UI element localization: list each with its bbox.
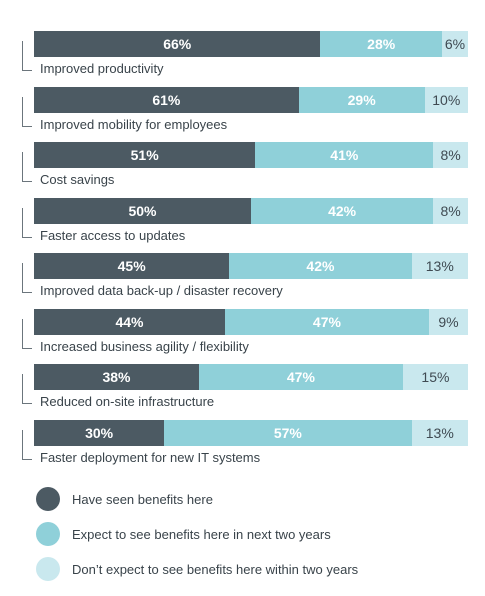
stacked-bar: 30% 57% 13%	[34, 419, 468, 446]
stacked-bar: 45% 42% 13%	[34, 253, 468, 279]
bar-segment: 38%	[34, 364, 199, 390]
bar-segment: 47%	[198, 364, 403, 390]
legend-label: Don’t expect to see benefits here within…	[72, 561, 359, 577]
bar-segment: 8%	[433, 197, 468, 224]
stacked-bar: 51% 41% 8%	[34, 142, 468, 168]
bar-segment: 29%	[298, 86, 425, 113]
label-bracket	[22, 207, 32, 238]
bar-segment: 47%	[224, 308, 429, 335]
bar-row: 45% 42% 13% Improved data back-up / disaste…	[0, 253, 485, 308]
label-bracket	[22, 263, 32, 293]
bar-segment: 57%	[164, 419, 412, 446]
bar-segment: 45%	[34, 253, 230, 279]
label-bracket	[22, 41, 32, 71]
bar-segment: 13%	[411, 419, 468, 446]
label-bracket	[22, 152, 32, 182]
bar-row: 61% 29% 10% Improved mobility for employees	[0, 86, 485, 142]
legend-swatch-icon	[36, 557, 60, 581]
bar-segment: 42%	[251, 197, 434, 224]
bar-row: 30% 57% 13% Faster deployment for new IT sy…	[0, 419, 485, 475]
stacked-bar: 66% 28% 6%	[34, 31, 468, 57]
legend-item: Don’t expect to see benefits here within…	[36, 556, 358, 582]
bar-segment: 51%	[34, 142, 256, 168]
bar-segment: 41%	[255, 142, 434, 168]
bar-segment: 9%	[428, 308, 468, 335]
chart-legend: Have seen benefits here Expect to see ben…	[36, 486, 476, 586]
bar-row: 66% 28% 6% Improved productivity	[0, 31, 485, 86]
category-label: Reduced on-site infrastructure	[40, 394, 215, 409]
stacked-bar: 44% 47% 9%	[34, 308, 468, 335]
legend-label: Have seen benefits here	[72, 491, 213, 507]
bar-segment: 30%	[34, 419, 165, 446]
bar-row: 44% 47% 9% Increased business agility / fle…	[0, 308, 485, 364]
bar-segment: 50%	[34, 197, 251, 224]
legend-swatch-icon	[36, 522, 60, 546]
legend-label: Expect to see benefits here in next two …	[72, 526, 331, 542]
bar-row: 51% 41% 8% Cost savings	[0, 142, 485, 197]
category-label: Faster access to updates	[40, 227, 186, 243]
label-bracket	[22, 96, 32, 127]
category-label: Improved productivity	[40, 61, 164, 76]
stacked-bar: 61% 29% 10%	[34, 86, 468, 113]
legend-item: Have seen benefits here	[36, 486, 213, 512]
label-bracket	[22, 374, 32, 404]
stacked-bar: 38% 47% 15%	[34, 364, 468, 390]
bar-segment: 42%	[229, 253, 412, 279]
bar-segment: 66%	[34, 31, 321, 57]
bar-segment: 61%	[34, 86, 299, 113]
bar-segment: 15%	[402, 364, 468, 390]
stacked-bar-chart: 66% 28% 6% Improved productivity 61% 29% 10% Im…	[0, 31, 485, 465]
bar-segment: 44%	[34, 308, 225, 335]
bar-segment: 28%	[320, 31, 442, 57]
bar-segment: 8%	[433, 142, 468, 168]
bar-row: 50% 42% 8% Faster access to updates	[0, 197, 485, 253]
legend-swatch-icon	[36, 487, 60, 511]
legend-item: Expect to see benefits here in next two …	[36, 521, 331, 547]
bar-row: 38% 47% 15% Reduced on-site infrastructure	[0, 364, 485, 419]
category-label: Cost savings	[40, 172, 115, 187]
category-label: Faster deployment for new IT systems	[40, 449, 261, 465]
label-bracket	[22, 429, 32, 460]
category-label: Improved data back-up / disaster recover…	[40, 283, 283, 298]
bar-segment: 6%	[441, 31, 468, 57]
category-label: Increased business agility / flexibility	[40, 338, 249, 354]
category-label: Improved mobility for employees	[40, 116, 228, 132]
bar-segment: 10%	[424, 86, 468, 113]
label-bracket	[22, 318, 32, 349]
bar-segment: 13%	[411, 253, 468, 279]
stacked-bar: 50% 42% 8%	[34, 197, 468, 224]
